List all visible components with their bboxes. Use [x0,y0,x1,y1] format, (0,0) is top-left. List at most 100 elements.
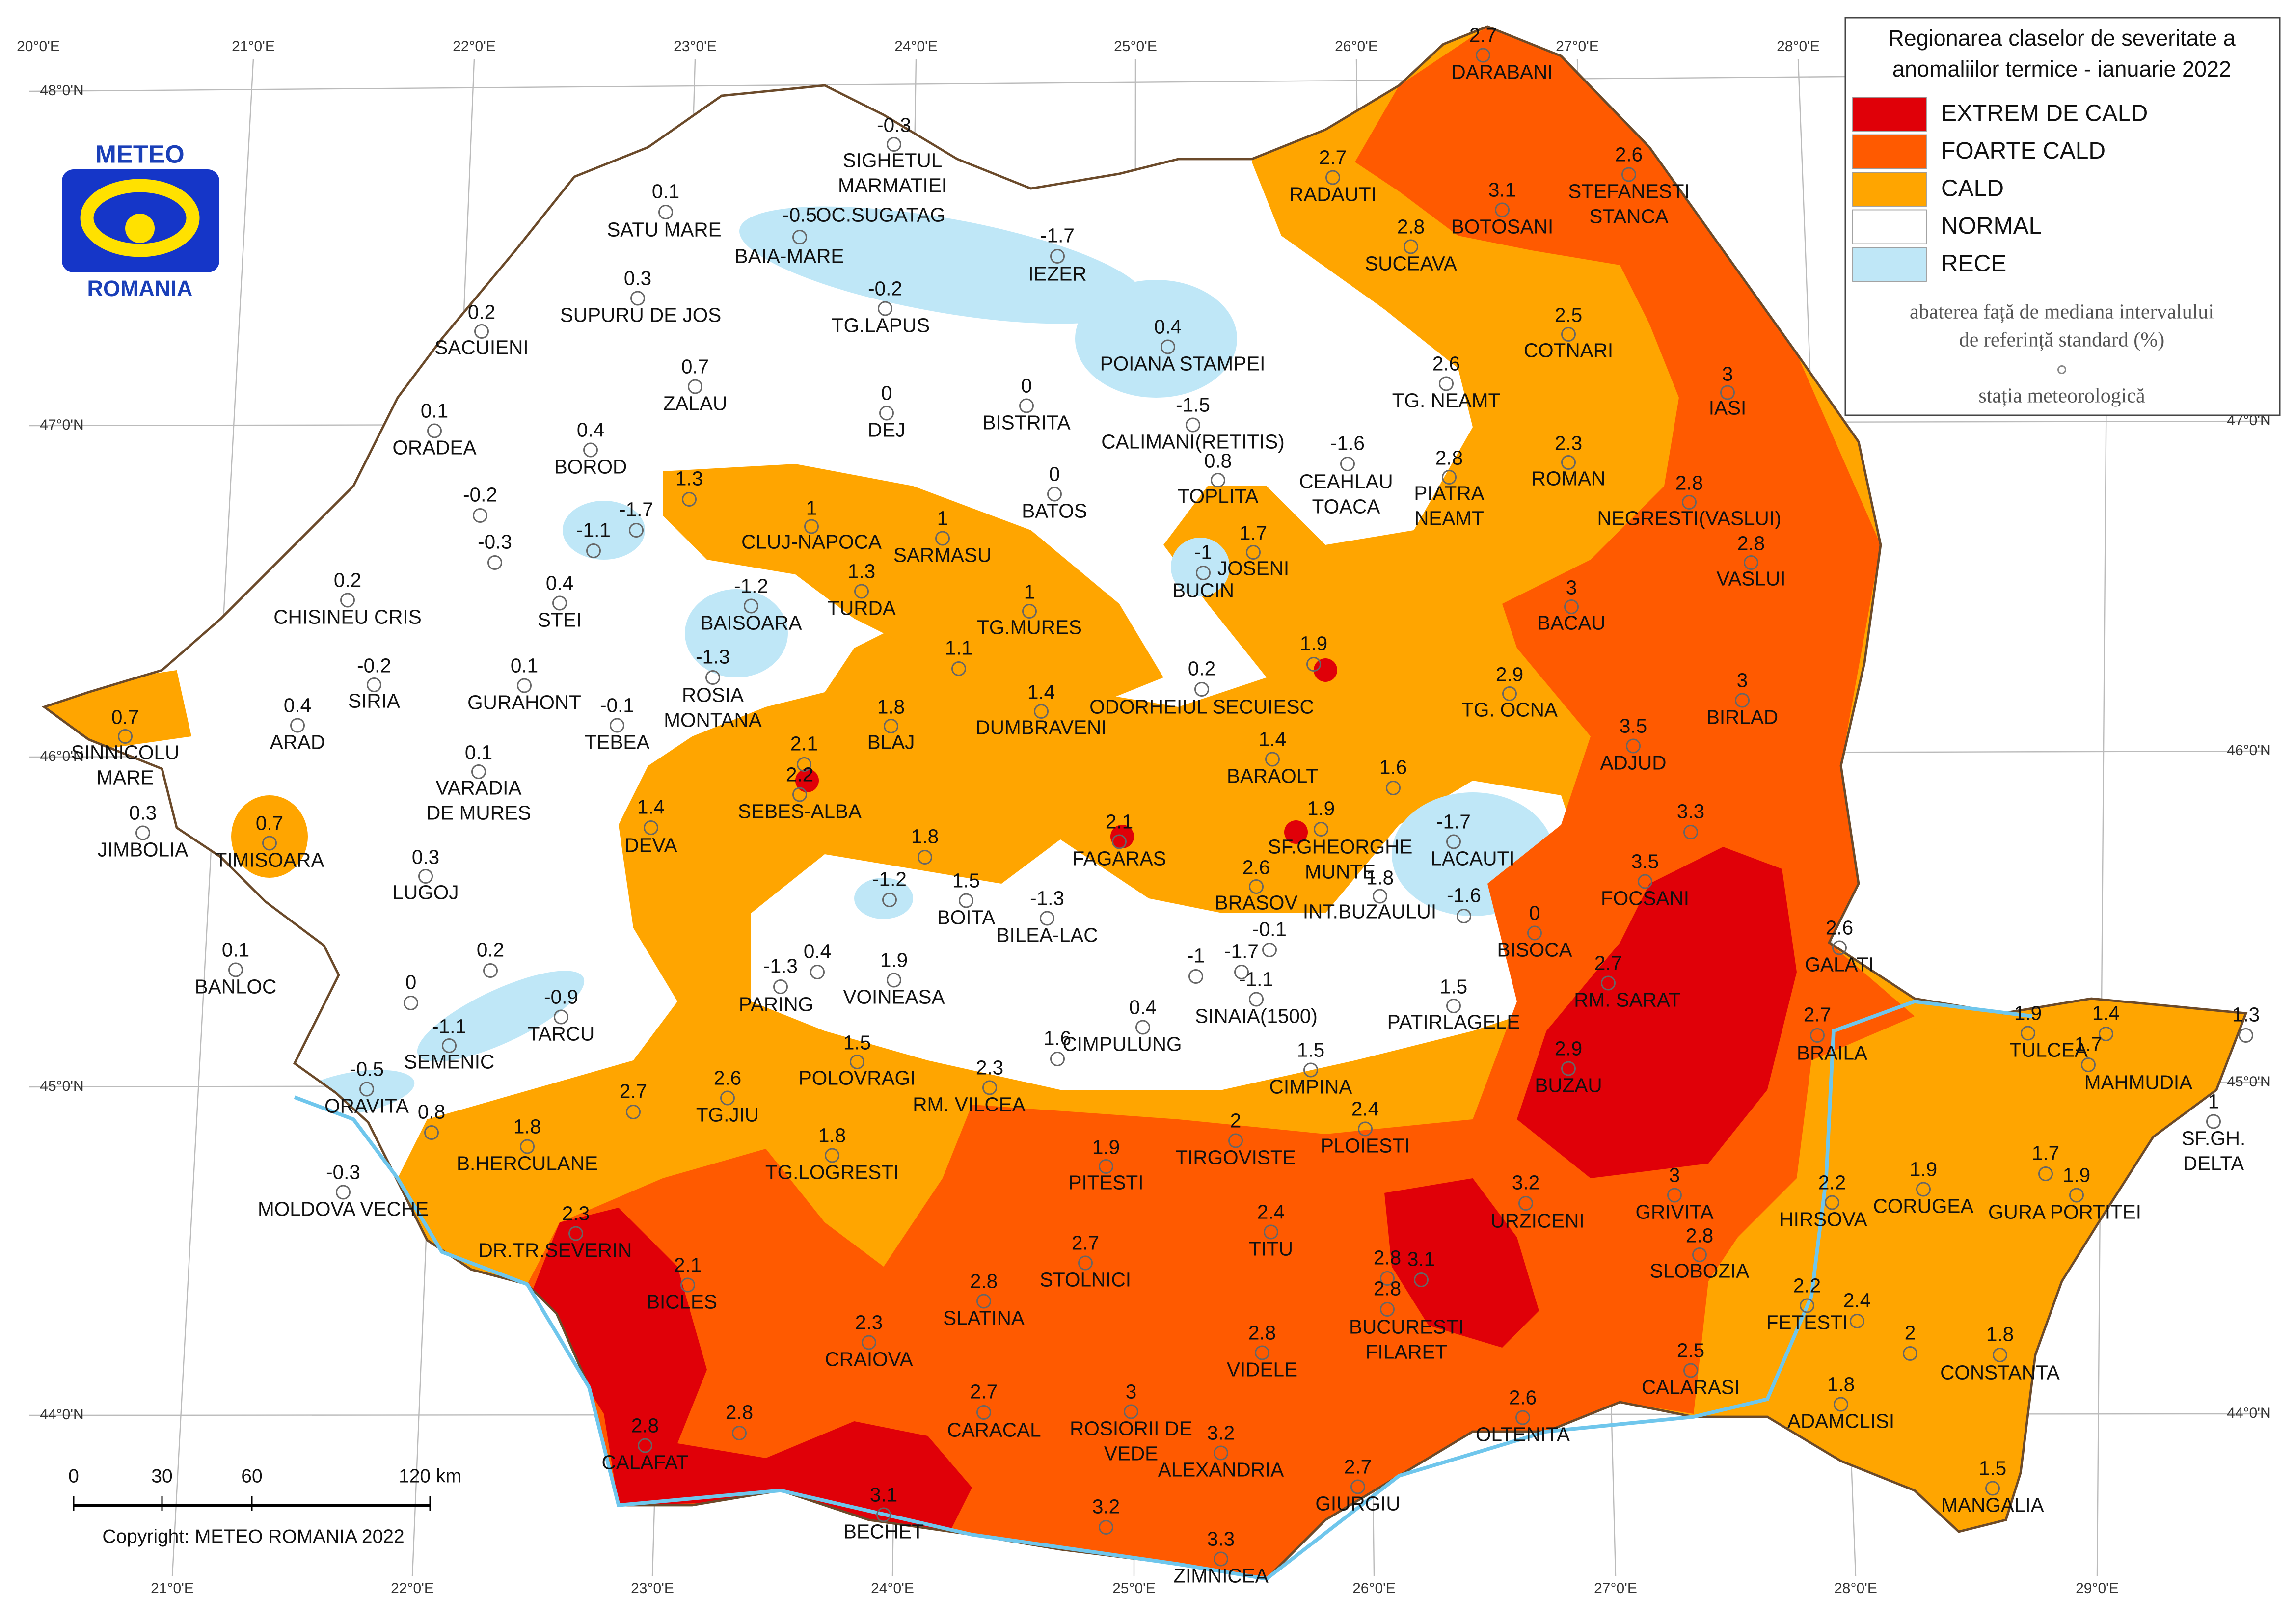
station-name: ORADEA [393,436,477,459]
station-symbol [959,893,974,908]
station-value: 0.2 [1188,657,1215,680]
country-outline [41,25,2248,1581]
station-symbol [1683,824,1699,839]
station-value: 1.9 [1092,1136,1120,1159]
station-symbol [418,868,433,884]
legend-title: Regionarea claselor de severitate a [1888,26,2236,51]
station-value: 1.7 [1240,522,1267,544]
station-value: 1.4 [1259,728,1286,751]
station-name: BECHET [843,1520,924,1543]
station-value: 0 [881,382,892,405]
station-name: OLTENITA [1476,1423,1570,1446]
station-name: PIATRA [1414,482,1484,505]
station-value: 0.3 [129,802,157,824]
station-symbol [1850,1313,1865,1328]
station-symbol [720,1090,735,1106]
station-value: 0.8 [1204,450,1232,472]
station-value: 0.4 [1129,996,1157,1019]
lat-label: 45°0'N [2227,1074,2270,1090]
station-symbol [1234,964,1249,979]
station-value: -1.3 [763,955,798,977]
zone-cald [663,463,1164,707]
station-symbol [935,531,950,546]
legend-note: de referință standard (%) [1959,329,2164,352]
station-name: RM. VILCEA [913,1093,1025,1116]
station-name: TIMISOARA [215,849,324,871]
station-name: FOCSANI [1601,887,1689,910]
station-value: 0.1 [421,400,448,422]
lon-label: 27°0'E [1556,38,1599,54]
station-symbol [1303,1062,1319,1078]
station-symbol [1306,656,1322,672]
station-value: 3 [1126,1380,1137,1403]
station-symbol [487,555,503,570]
station-name: STOLNICI [1040,1269,1131,1291]
station-symbol [1518,1195,1534,1211]
station-value: 3.1 [1407,1248,1435,1271]
station-value: 1.4 [1027,681,1055,704]
border [41,25,2248,1580]
station-name: MARE [97,766,154,789]
station-value: 1.9 [1307,797,1335,820]
station-name: TULCEA [2009,1039,2088,1061]
lon-label: 26°0'E [1352,1580,1396,1597]
station-value: 2.6 [1432,352,1460,375]
station-value: 2.6 [1509,1386,1537,1409]
station-name: SEMENIC [404,1051,494,1073]
station-name: SUCEAVA [1365,252,1457,275]
station-symbol [1050,248,1065,264]
scale-label: 60 [241,1465,262,1487]
legend-note: abaterea față de mediana intervalului [1910,301,2214,324]
legend-label: FOARTE CALD [1941,138,2106,164]
zone-extrem [1384,1178,1539,1348]
lon-label: 21°0'E [151,1580,194,1597]
station-name: TARCU [528,1023,594,1045]
station-symbol [882,892,897,907]
station-name: BAISOARA [701,612,802,634]
zone-rece [1075,279,1238,398]
station-value: 0.1 [652,180,679,203]
station-symbol [1340,456,1355,471]
station-value: 0.1 [222,939,249,961]
station-name: BILEA-LAC [996,924,1098,947]
station-name: DELTA [2183,1152,2244,1175]
station-value: -0.1 [600,694,634,717]
station-name: STEI [538,609,582,631]
station-name: TOPLITA [1178,485,1259,508]
station-value: 1.5 [952,869,980,892]
station-name: TEBEA [585,731,650,754]
station-symbol [878,301,893,316]
station-symbol [658,204,674,219]
station-symbol [1019,398,1034,413]
station-value: 2 [1905,1322,1916,1344]
station-symbol [1246,544,1261,560]
station-value: 2.8 [1374,1277,1401,1300]
lon-label: 24°0'E [894,38,938,54]
station-symbol [1682,494,1697,510]
station-symbol [1515,1410,1531,1425]
station-symbol [810,964,825,979]
station-name: BUCURESTI [1349,1316,1464,1338]
station-value: 2.7 [1594,952,1622,974]
station-symbol [1692,1247,1707,1262]
station-value: 2.8 [631,1414,659,1437]
station-name: MOLDOVA VECHE [258,1198,429,1220]
station-name: ZALAU [663,392,728,415]
station-name: FILARET [1366,1341,1447,1363]
station-symbol [1476,48,1491,63]
zone-extrem [530,1207,972,1546]
station-value: 2.3 [855,1311,883,1334]
station-name: NEGRESTI(VASLUI) [1597,507,1782,530]
station-symbol [1228,1133,1243,1148]
station-value: 1.1 [945,637,972,659]
station-name: BIRLAD [1706,706,1778,729]
station-value: -1.7 [1436,811,1471,833]
station-symbol [797,757,812,772]
station-name: BACAU [1537,612,1605,634]
lat-label: 47°0'N [40,417,83,433]
station-value: 2.5 [1677,1339,1704,1362]
station-value: 1.5 [1297,1039,1324,1061]
station-value: 2.1 [790,732,818,755]
station-value: 3 [1737,669,1748,692]
